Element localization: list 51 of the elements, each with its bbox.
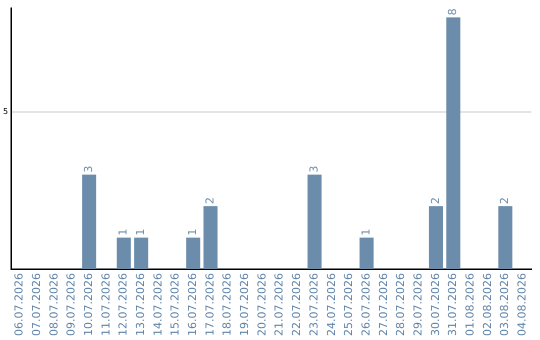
x-tick-label: 17.07.2026 [203, 273, 216, 336]
data-label: 3 [307, 166, 320, 173]
x-tick-label: 22.07.2026 [290, 273, 304, 336]
bar [82, 174, 96, 270]
x-tick-label: 01.08.2026 [464, 273, 476, 336]
x-tick-label: 18.07.2026 [220, 273, 234, 336]
data-label: 2 [428, 197, 442, 204]
x-tick-label: 06.07.2026 [12, 273, 26, 336]
x-tick-label: 14.07.2026 [151, 273, 164, 336]
x-tick-label: 27.07.2026 [376, 273, 390, 336]
x-tick-label: 30.07.2026 [428, 273, 442, 336]
x-tick-label: 31.07.2026 [446, 273, 460, 336]
x-tick-label: 08.07.2026 [47, 273, 60, 336]
x-tick-label: 13.07.2026 [134, 273, 148, 336]
bar [360, 238, 374, 270]
x-tick-label: 25.07.2026 [342, 273, 356, 336]
x-tick-label: 24.07.2026 [324, 273, 338, 336]
bar [428, 206, 443, 270]
x-tick-label: 07.07.2026 [30, 273, 43, 336]
data-label: 1 [186, 228, 200, 236]
x-tick-label: 10.07.2026 [82, 273, 95, 336]
x-tick-label: 23.07.2026 [307, 273, 320, 336]
x-tick-label: 02.08.2026 [480, 273, 494, 336]
x-tick-label: 04.08.2026 [516, 273, 529, 336]
data-label: 1 [359, 228, 372, 236]
bar [134, 238, 148, 270]
bar [203, 206, 218, 270]
data-label: 1 [134, 228, 148, 236]
x-tick-label: 15.07.2026 [168, 273, 182, 336]
x-tick-label: 11.07.2026 [99, 273, 112, 336]
bar [446, 17, 460, 270]
bar [498, 206, 512, 270]
data-label: 1 [116, 228, 130, 236]
x-tick-label: 29.07.2026 [411, 273, 424, 336]
x-tick-label: 09.07.2026 [64, 273, 78, 336]
x-tick-label: 12.07.2026 [116, 273, 130, 336]
data-label: 2 [203, 197, 216, 204]
y-tick-label: 5 [2, 106, 8, 116]
x-tick-label: 16.07.2026 [186, 273, 200, 336]
x-tick-label: 03.08.2026 [498, 273, 512, 336]
bar [186, 238, 200, 270]
data-label: 3 [82, 166, 95, 173]
x-tick-label: 20.07.2026 [255, 273, 268, 336]
x-tick-label: 28.07.2026 [394, 273, 408, 336]
x-tick-label: 26.07.2026 [359, 273, 372, 336]
data-label: 2 [498, 197, 512, 204]
data-label: 8 [446, 8, 460, 16]
x-tick-label: 19.07.2026 [238, 273, 252, 336]
bar [308, 174, 322, 270]
bar [116, 238, 131, 270]
x-tick-label: 21.07.2026 [272, 273, 286, 336]
